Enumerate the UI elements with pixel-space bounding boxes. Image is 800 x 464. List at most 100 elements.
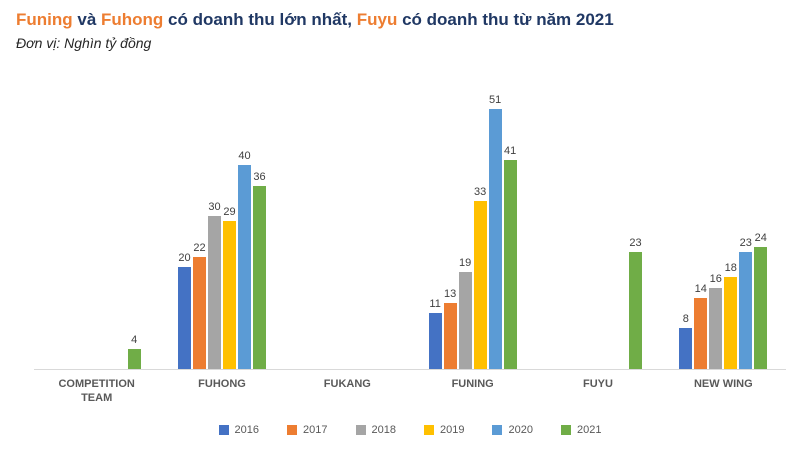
bar-value-label: 8	[682, 313, 689, 325]
legend-item-2018: 2018	[355, 423, 396, 436]
bar-2019	[473, 201, 487, 369]
bar-chart: 4 20 22 30 29 40 36 11 13 19 33 51 41 23 8 14 16 18 23 24 C…	[34, 89, 786, 436]
bar-2016	[679, 328, 693, 369]
bar-value-label: 4	[131, 334, 138, 346]
category-label: FUYU	[583, 378, 613, 390]
bar-value-label: 51	[489, 94, 502, 106]
bar-2018	[207, 216, 221, 369]
bar-value-label: 23	[739, 237, 752, 249]
plot-area: 4 20 22 30 29 40 36 11 13 19 33 51 41 23 8 14 16 18 23 24	[34, 89, 786, 370]
legend-label: 2018	[371, 423, 396, 436]
legend: 2016 2017 2018 2019 2020 2021	[34, 424, 786, 436]
bar-2018	[458, 272, 472, 369]
legend-label: 2019	[440, 423, 465, 436]
bar-slot: 40	[237, 150, 251, 369]
bar-slot: 22	[192, 242, 206, 369]
bar-slot: 19	[458, 257, 472, 369]
title-segment: có doanh thu lớn nhất,	[163, 10, 357, 29]
bar-value-label: 33	[474, 186, 487, 198]
legend-label: 2016	[234, 423, 260, 436]
legend-swatch	[355, 424, 366, 435]
title-segment-highlight: Fuhong	[101, 10, 164, 29]
bar-group: 20 22 30 29 40 36	[159, 89, 284, 369]
chart-title: Funing và Fuhong có doanh thu lớn nhất, …	[16, 10, 784, 30]
legend-swatch	[424, 424, 434, 435]
legend-item-2020: 2020	[492, 423, 533, 436]
bar-value-label: 41	[504, 145, 517, 157]
bar-value-label: 11	[429, 298, 441, 310]
chart-subtitle: Đơn vị: Nghìn tỷ đồng	[16, 35, 152, 51]
bar-slot: 29	[222, 206, 236, 369]
bar-2016	[177, 267, 191, 369]
bar-slot: 24	[754, 232, 768, 369]
bar-slot: 51	[488, 94, 502, 369]
legend-label: 2020	[508, 423, 533, 436]
chart-header: Funing và Fuhong có doanh thu lớn nhất, …	[0, 0, 800, 51]
bar-group: 23	[535, 89, 660, 369]
legend-item-2019: 2019	[424, 424, 464, 436]
bar-slot: 33	[473, 186, 487, 369]
bar-value-label: 20	[178, 252, 191, 264]
legend-label: 2021	[576, 423, 602, 436]
bar-slot: 36	[252, 171, 266, 369]
bar-2021	[754, 247, 768, 369]
bar-2018	[709, 288, 723, 369]
legend-item-2017: 2017	[287, 423, 328, 436]
category-label: FUKANG	[323, 378, 371, 390]
legend-swatch	[492, 424, 503, 435]
bar-group	[285, 89, 410, 369]
bar-slot: 23	[628, 237, 642, 369]
bar-slot: 16	[709, 273, 723, 369]
bar-2021	[503, 160, 517, 369]
bar-2017	[192, 257, 206, 369]
bar-2021	[252, 186, 266, 369]
bar-value-label: 16	[709, 273, 722, 285]
bar-2019	[724, 277, 738, 369]
bar-2021	[628, 252, 642, 369]
bar-2019	[222, 221, 236, 369]
title-segment: có doanh thu từ năm 2021	[397, 10, 614, 29]
bar-slot: 18	[724, 262, 738, 369]
category-label: FUNING	[451, 378, 494, 390]
bar-slot: 13	[443, 288, 457, 369]
bar-slot: 20	[177, 252, 191, 369]
legend-item-2016: 2016	[218, 423, 260, 436]
bar-value-label: 14	[694, 283, 707, 295]
bar-value-label: 30	[208, 201, 221, 213]
legend-swatch	[287, 424, 298, 435]
bar-value-label: 36	[253, 171, 266, 183]
legend-label: 2017	[303, 423, 328, 436]
legend-swatch	[560, 424, 571, 435]
category-label: FUHONG	[198, 378, 246, 390]
title-segment: và	[72, 10, 102, 29]
bar-value-label: 29	[223, 206, 236, 218]
category-label: NEW WING	[693, 378, 753, 390]
category-label: COMPETITION TEAM	[58, 378, 135, 405]
legend-item-2021: 2021	[560, 423, 602, 436]
bar-2020	[739, 252, 753, 369]
category-axis: COMPETITION TEAM FUHONG FUKANG FUNING FUYU NE…	[34, 370, 786, 406]
bar-slot: 14	[694, 283, 708, 369]
bar-2017	[694, 298, 708, 369]
bar-value-label: 24	[754, 232, 767, 244]
bar-slot: 23	[739, 237, 753, 369]
bar-slot: 11	[428, 298, 442, 369]
bar-slot: 4	[127, 334, 141, 369]
title-segment-highlight: Funing	[16, 10, 73, 29]
bar-group: 11 13 19 33 51 41	[410, 89, 535, 369]
bar-slot: 30	[207, 201, 221, 369]
bar-value-label: 40	[238, 150, 251, 162]
bar-slot: 41	[503, 145, 517, 369]
bar-2017	[443, 303, 457, 369]
bar-value-label: 22	[193, 242, 206, 254]
legend-swatch	[218, 424, 229, 435]
bar-group: 8 14 16 18 23 24	[661, 89, 786, 369]
bar-value-label: 19	[459, 257, 472, 269]
bar-2020	[488, 109, 502, 369]
bar-2016	[428, 313, 442, 369]
bar-value-label: 23	[629, 237, 642, 249]
bar-slot: 8	[679, 313, 693, 369]
bar-value-label: 18	[724, 262, 737, 274]
bar-value-label: 13	[444, 288, 457, 300]
